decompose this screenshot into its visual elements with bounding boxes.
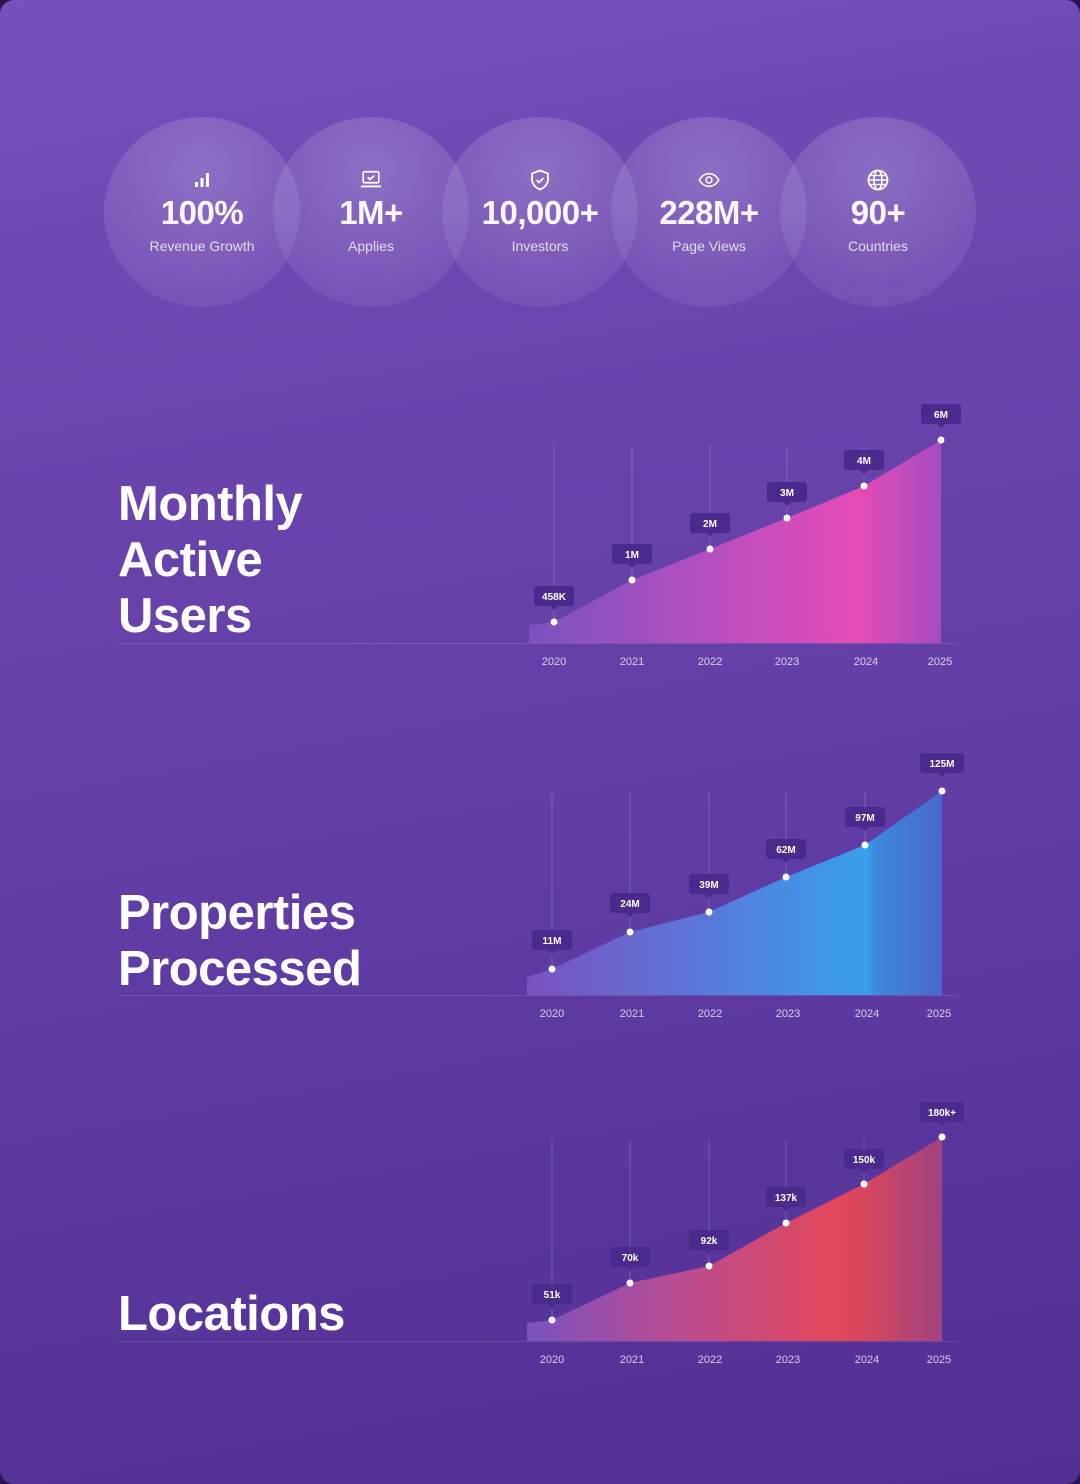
stat-value: 1M+ xyxy=(339,194,403,231)
area-fill xyxy=(529,440,941,643)
svg-text:2025: 2025 xyxy=(927,1354,951,1366)
area-chart-mau: 458K 1M 2M 3M 4M 6M 2020 2021 2022 2023 … xyxy=(529,404,961,668)
svg-text:2020: 2020 xyxy=(542,656,566,668)
svg-text:2023: 2023 xyxy=(775,656,799,668)
shield-check-icon xyxy=(529,169,551,191)
baseline-divider xyxy=(118,995,958,996)
stat-label: Revenue Growth xyxy=(149,238,255,254)
data-points xyxy=(550,436,945,626)
svg-text:70k: 70k xyxy=(622,1253,639,1264)
stat-label: Investors xyxy=(511,238,569,254)
stat-label: Page Views xyxy=(672,238,746,254)
stat-page-views: 228M+ Page Views xyxy=(611,117,807,307)
svg-text:2023: 2023 xyxy=(776,1008,800,1020)
svg-text:39M: 39M xyxy=(699,880,718,891)
svg-text:2021: 2021 xyxy=(620,1354,644,1366)
svg-text:2022: 2022 xyxy=(698,1008,722,1020)
x-axis-labels: 2020 2021 2022 2023 2024 2025 xyxy=(540,1354,951,1366)
svg-text:2025: 2025 xyxy=(927,1008,951,1020)
svg-text:2020: 2020 xyxy=(540,1008,564,1020)
svg-text:2021: 2021 xyxy=(620,656,644,668)
section-monthly-active-users: Monthly Active Users xyxy=(0,0,1080,700)
data-points xyxy=(548,787,946,973)
svg-text:2020: 2020 xyxy=(540,1354,564,1366)
svg-text:125M: 125M xyxy=(929,759,954,770)
baseline-divider xyxy=(118,643,958,644)
stat-value: 228M+ xyxy=(659,194,759,231)
svg-text:51k: 51k xyxy=(544,1290,561,1301)
baseline-divider xyxy=(118,1341,958,1342)
svg-text:2022: 2022 xyxy=(698,1354,722,1366)
svg-text:1M: 1M xyxy=(625,550,639,561)
globe-icon xyxy=(867,169,889,191)
svg-text:3M: 3M xyxy=(780,488,794,499)
svg-text:2022: 2022 xyxy=(698,656,722,668)
svg-text:2024: 2024 xyxy=(855,1008,879,1020)
svg-text:150k: 150k xyxy=(853,1155,876,1166)
value-tags: 458K 1M 2M 3M 4M 6M xyxy=(534,404,961,610)
svg-text:97M: 97M xyxy=(855,813,874,824)
stat-label: Applies xyxy=(348,238,394,254)
svg-text:11M: 11M xyxy=(543,936,562,947)
svg-text:2023: 2023 xyxy=(776,1354,800,1366)
svg-text:6M: 6M xyxy=(934,410,948,421)
section-locations: Locations xyxy=(118,1102,964,1366)
svg-text:137k: 137k xyxy=(775,1193,798,1204)
stat-value: 90+ xyxy=(850,194,906,231)
stat-value: 100% xyxy=(160,194,244,231)
svg-text:2025: 2025 xyxy=(928,656,952,668)
area-chart-properties: 11M 24M 39M 62M 97M 125M 2020 2021 2022 … xyxy=(527,753,964,1020)
stat-revenue-growth: 100% Revenue Growth xyxy=(104,117,300,307)
stat-investors: 10,000+ Investors xyxy=(442,117,638,307)
svg-text:2024: 2024 xyxy=(854,656,878,668)
eye-icon xyxy=(698,169,720,191)
bar-chart-icon xyxy=(191,169,213,191)
svg-text:4M: 4M xyxy=(857,456,871,467)
section-title: Locations xyxy=(118,1287,345,1341)
stat-value: 10,000+ xyxy=(481,194,599,231)
x-axis-labels: 2020 2021 2022 2023 2024 2025 xyxy=(540,1008,951,1020)
stats-row: 100% Revenue Growth 1M+ Applies 10,000+ … xyxy=(104,117,976,307)
value-tags: 11M 24M 39M 62M 97M 125M xyxy=(532,753,964,954)
stat-countries: 90+ Countries xyxy=(780,117,976,307)
data-points xyxy=(548,1133,946,1324)
svg-text:2024: 2024 xyxy=(855,1354,879,1366)
x-axis-labels: 2020 2021 2022 2023 2024 2025 xyxy=(542,656,952,668)
svg-text:24M: 24M xyxy=(620,899,639,910)
area-chart-locations: 51k 70k 92k 137k 150k 180k+ 2020 2021 20… xyxy=(527,1102,964,1366)
svg-text:180k+: 180k+ xyxy=(928,1108,956,1119)
value-tags: 51k 70k 92k 137k 150k 180k+ xyxy=(532,1102,964,1308)
area-fill xyxy=(527,791,942,995)
stat-applies: 1M+ Applies xyxy=(273,117,469,307)
svg-text:458K: 458K xyxy=(542,592,567,603)
svg-text:92k: 92k xyxy=(701,1236,718,1247)
stat-label: Countries xyxy=(848,238,908,254)
area-fill xyxy=(527,1137,942,1341)
svg-text:2021: 2021 xyxy=(620,1008,644,1020)
svg-text:62M: 62M xyxy=(776,845,795,856)
section-title: Monthly Active Users xyxy=(118,477,303,643)
svg-text:2M: 2M xyxy=(703,519,717,530)
section-properties-processed: Properties Processed xyxy=(118,753,964,1020)
laptop-check-icon xyxy=(360,169,382,191)
section-title: Properties Processed xyxy=(118,886,362,996)
